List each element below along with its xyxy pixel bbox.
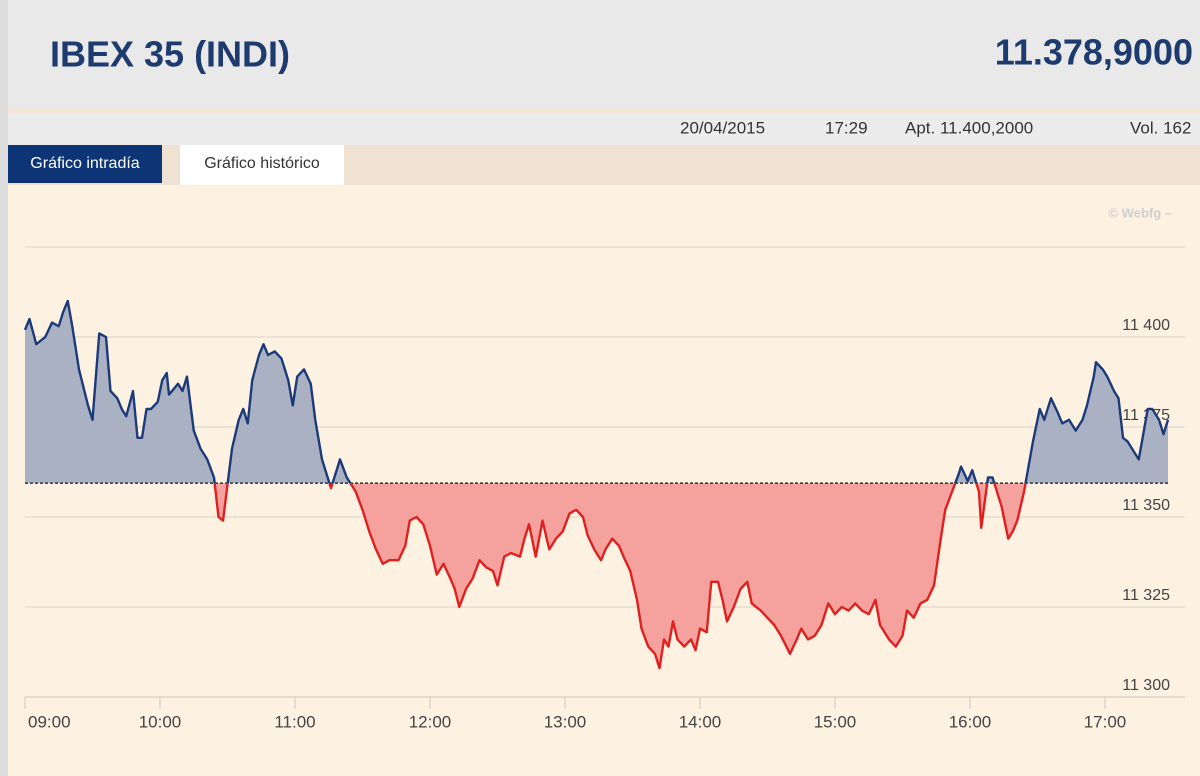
header-divider <box>8 108 1200 113</box>
x-tick-label: 16:00 <box>949 712 992 731</box>
tab-background[interactable] <box>8 145 162 183</box>
info-row <box>8 113 1200 145</box>
y-tick-label: 11 350 <box>1122 497 1170 514</box>
x-tick-label: 15:00 <box>814 712 857 731</box>
time: 17:29 <box>825 118 868 137</box>
credit: © Webfg – <box>1108 205 1172 220</box>
x-tick-label: 13:00 <box>544 712 587 731</box>
y-tick-label: 11 325 <box>1122 587 1170 604</box>
title: IBEX 35 (INDI) <box>50 34 290 75</box>
x-tick-label: 09:00 <box>28 712 71 731</box>
y-tick-label: 11 300 <box>1122 677 1170 694</box>
x-tick-label: 12:00 <box>409 712 452 731</box>
tab-intraday[interactable]: Gráfico intradía <box>8 145 162 183</box>
price-line <box>23 299 1170 670</box>
header-band <box>8 0 1200 108</box>
y-tick-label: 11 400 <box>1122 317 1170 334</box>
x-tick-label: 11:00 <box>274 712 315 731</box>
tab-historic[interactable]: Gráfico histórico <box>180 145 344 185</box>
price: 11.378,9000 <box>995 32 1193 73</box>
x-tick-label: 17:00 <box>1084 712 1127 731</box>
tab-background[interactable] <box>180 145 344 185</box>
open-price: Apt. 11.400,2000 <box>905 118 1033 137</box>
tab-label[interactable]: Gráfico histórico <box>204 155 320 172</box>
tab-label[interactable]: Gráfico intradía <box>30 155 139 172</box>
date: 20/04/2015 <box>680 118 765 137</box>
volume: Vol. 162 <box>1130 118 1191 137</box>
x-tick-label: 10:00 <box>139 712 182 731</box>
x-tick-label: 14:00 <box>679 712 722 731</box>
